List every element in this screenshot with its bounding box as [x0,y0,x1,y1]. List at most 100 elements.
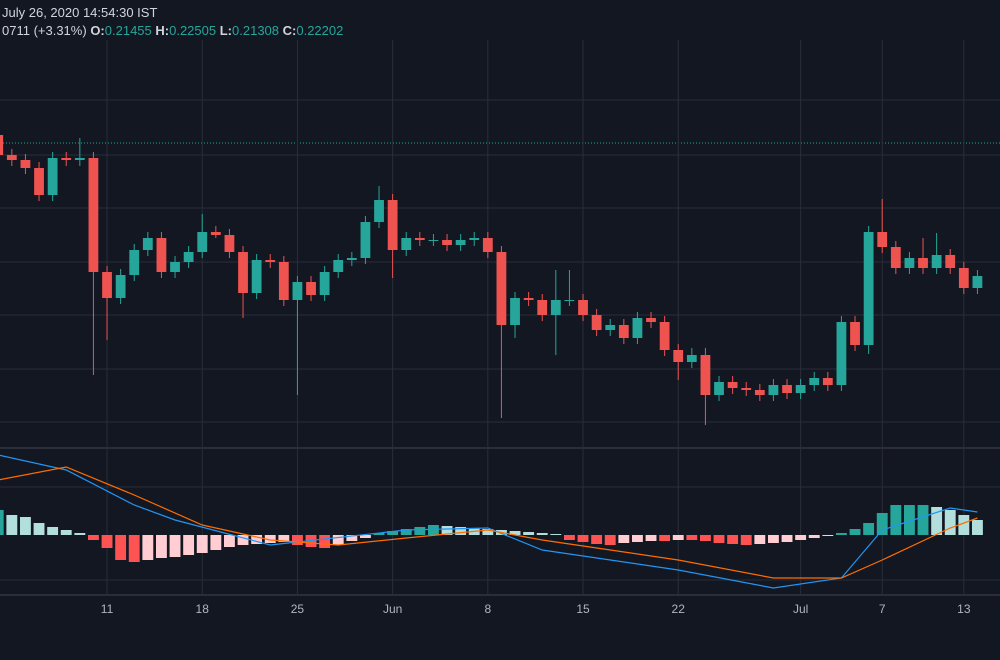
x-tick-label: Jul [793,602,808,616]
o-value: 0.21455 [104,23,152,38]
macd-histogram-bar [223,535,235,547]
candle-body [890,247,901,268]
macd-histogram-bar [876,513,888,535]
candle-body [564,300,575,301]
macd-histogram-bar [550,534,562,535]
candle-body [74,158,85,160]
candle-body [442,240,452,245]
legend-header: July 26, 2020 14:54:30 IST 0711 (+3.31%)… [2,4,343,40]
macd-histogram-bar [563,535,575,540]
macd-histogram-bar [767,535,779,543]
candle-body [700,355,711,395]
candle-body [251,260,262,293]
candle-body [727,382,738,388]
macd-histogram-bar [74,533,86,535]
h-grid [0,99,1000,581]
candle-body [115,275,126,298]
candle-body [360,222,371,258]
candle-body [333,260,344,272]
candle-body [238,252,248,293]
macd-histogram-bar [754,535,766,544]
macd-histogram-bar [536,533,548,535]
candle-body [904,258,915,268]
macd-histogram-bar [237,535,249,545]
macd-histogram-bar [169,535,181,557]
macd-histogram-bar [509,531,521,535]
candle-body [210,232,221,235]
l-value: 0.21308 [232,23,280,38]
candle-body [6,155,17,160]
macd-histogram-bar [332,535,344,545]
change: 0711 (+3.31%) [2,23,87,38]
candle-body [550,300,561,315]
candle-body [659,322,670,350]
candle-body [754,390,765,395]
macd-histogram-bar [319,535,331,548]
x-tick-label: 13 [957,602,971,616]
macd-histogram-bar [60,530,72,535]
candle-body [618,325,629,338]
macd-histogram-bar [931,507,943,535]
candle-body [496,252,507,325]
candle-body [469,238,480,240]
x-tick-label: 22 [672,602,686,616]
h-value: 0.22505 [169,23,217,38]
c-value: 0.22202 [296,23,344,38]
macd-histogram-bar [346,535,358,541]
candle-body [61,158,72,160]
candle-body [102,272,112,298]
candle-body [374,200,384,222]
macd-histogram-bar [101,535,113,548]
candle-body [197,232,208,252]
x-tick-label: 18 [196,602,210,616]
candle-body [20,160,31,168]
macd-histogram-bar [604,535,616,545]
candle-body [319,272,330,295]
candle-body [129,250,140,275]
macd-histogram-bar [958,515,970,535]
macd-histogram-bar [808,535,820,538]
x-tick-label: Jun [383,602,402,616]
candle-body [591,315,602,330]
candle-body [958,268,969,288]
macd-line [0,454,978,589]
candle-body [782,385,792,393]
macd-histogram-bar [713,535,725,543]
candle-body [931,255,942,268]
candle-body [605,325,616,330]
macd-histogram-bar [455,527,467,535]
candle-body [686,355,697,362]
macd-histogram-bar [672,535,684,540]
candle-body [578,300,588,315]
macd-histogram-bar [128,535,140,562]
macd-histogram-bar [6,515,18,535]
candle-body [836,322,847,385]
candle-body [346,258,357,260]
candle-body [401,238,412,250]
macd-histogram-bar [659,535,671,541]
datetime: July 26, 2020 14:54:30 IST [2,5,158,20]
c-label: C: [282,23,297,38]
candle-body [0,135,4,155]
macd-histogram-bar [917,505,929,535]
macd-histogram-bar [781,535,793,542]
x-tick-label: 8 [484,602,491,616]
macd-histogram-bar [441,526,453,535]
macd-histogram-bar [523,532,535,535]
candle-body [34,168,44,195]
candle-body [523,298,534,300]
macd-histogram-bar [971,520,983,535]
candle-body [265,260,276,262]
macd-histogram-bar [33,523,45,535]
candle-body [510,298,520,325]
candle-body [482,238,493,252]
macd-histogram-bar [115,535,127,560]
macd-histogram-bar [591,535,603,544]
macd-histogram-bar [482,529,494,535]
macd-histogram-bar [822,535,834,536]
macd-histogram-bar [631,535,643,542]
macd-histogram-bar [835,533,847,535]
macd-histogram-bar [903,505,915,535]
